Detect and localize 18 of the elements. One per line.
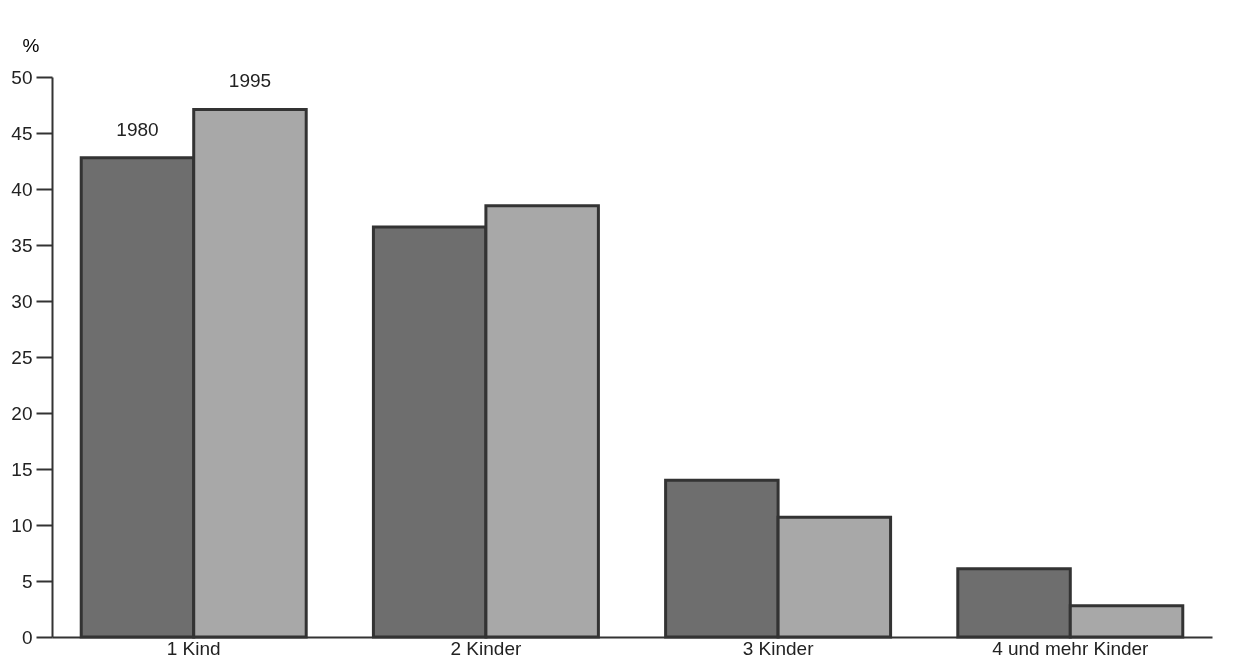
y-tick-label: 25: [11, 346, 33, 368]
x-tick-label: 1 Kind: [166, 637, 221, 657]
y-tick-label: 40: [11, 178, 33, 200]
series-label: 1980: [116, 118, 159, 140]
y-tick-label: 15: [11, 458, 33, 480]
x-tick-label: 2 Kinder: [450, 637, 522, 657]
y-axis-title: %: [22, 34, 40, 56]
y-tick-label: 35: [11, 234, 33, 256]
y-tick-label: 50: [11, 66, 33, 88]
y-tick-label: 45: [11, 122, 33, 144]
y-tick-label: 0: [21, 626, 33, 648]
y-tick-label: 10: [11, 514, 33, 536]
y-tick-label: 20: [11, 402, 33, 424]
y-tick-label: 5: [21, 570, 33, 592]
y-tick-label: 30: [11, 290, 33, 312]
series-label: 1995: [228, 70, 272, 92]
x-tick-label: 3 Kinder: [742, 637, 815, 657]
x-tick-label: 4 und mehr Kinder: [992, 637, 1150, 657]
